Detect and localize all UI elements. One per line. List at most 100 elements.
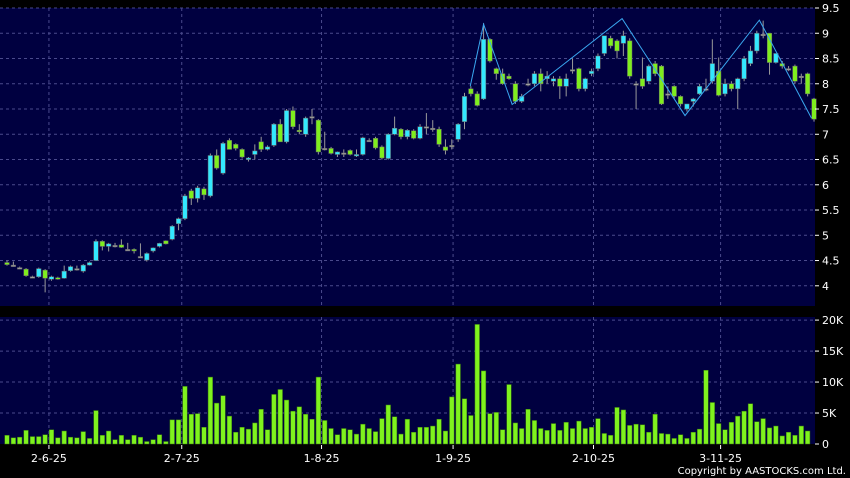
- candle-body: [42, 269, 48, 279]
- volume-bar: [61, 430, 67, 445]
- volume-bar: [798, 425, 804, 445]
- candle-body: [48, 276, 55, 280]
- volume-bar: [315, 376, 321, 445]
- volume-bar: [156, 434, 163, 445]
- volume-bar: [493, 412, 499, 445]
- candle-body: [474, 93, 480, 106]
- volume-tick-label: 15K: [822, 345, 844, 358]
- volume-bar: [322, 420, 328, 445]
- volume-bar: [716, 423, 722, 445]
- candle-body: [722, 83, 728, 95]
- candle-body: [754, 33, 760, 52]
- volume-bar: [684, 438, 690, 445]
- candle-body: [87, 262, 93, 266]
- volume-bar: [277, 389, 283, 445]
- volume-bar: [144, 441, 150, 445]
- candle-body: [455, 123, 461, 140]
- candle-body: [137, 256, 143, 259]
- volume-bar: [792, 435, 798, 445]
- volume-bar: [334, 434, 340, 445]
- price-tick-label: 4: [822, 280, 829, 293]
- time-tick-label: 2-7-25: [164, 452, 200, 465]
- candle-body: [36, 268, 42, 277]
- volume-bar: [80, 431, 86, 445]
- candle-body: [398, 128, 404, 138]
- zigzag-indicator: [469, 17, 812, 119]
- volume-bar: [379, 418, 385, 445]
- volume-bar: [525, 409, 531, 445]
- volume-bar: [309, 418, 315, 445]
- volume-bar: [341, 428, 347, 445]
- time-tick-label: 1-8-25: [304, 452, 340, 465]
- candle-body: [639, 78, 645, 87]
- candle-body: [773, 53, 779, 63]
- candle-body: [766, 33, 773, 63]
- volume-bar: [226, 415, 232, 445]
- volume-bar: [245, 428, 252, 445]
- candle-body: [798, 75, 804, 78]
- candle-body: [582, 78, 588, 90]
- candle-body: [608, 38, 614, 47]
- candle-body: [627, 40, 633, 77]
- candle-body: [182, 195, 188, 219]
- volume-bar: [741, 410, 747, 445]
- volume-bar: [328, 428, 334, 445]
- volume-bar: [512, 422, 518, 445]
- volume-bar: [258, 409, 264, 445]
- volume-bar: [239, 427, 245, 445]
- candle-body: [150, 247, 156, 252]
- candle-body: [334, 151, 340, 155]
- volume-bar: [207, 376, 213, 445]
- volume-tick-label: 0: [822, 438, 829, 451]
- candle-body: [569, 69, 576, 72]
- volume-bar: [487, 413, 493, 445]
- candle-body: [601, 35, 607, 54]
- volume-bar: [176, 419, 182, 445]
- volume-bar: [264, 429, 271, 445]
- volume-bar: [646, 431, 652, 445]
- volume-bar: [163, 441, 169, 445]
- volume-bar: [461, 398, 468, 445]
- candle-body: [239, 149, 245, 158]
- candle-body: [550, 78, 557, 82]
- candle-body: [487, 39, 493, 62]
- candle-body: [118, 244, 124, 248]
- candle-body: [697, 86, 703, 95]
- volume-bar: [106, 430, 112, 445]
- candle-body: [461, 96, 468, 122]
- price-tick-label: 7: [822, 128, 829, 141]
- candlestick-series: [4, 20, 817, 293]
- volume-bar: [131, 435, 137, 445]
- candle-body: [373, 138, 379, 149]
- candle-body: [315, 119, 321, 153]
- volume-bar: [252, 422, 258, 445]
- volume-bar: [366, 428, 372, 445]
- volume-bar: [760, 418, 766, 445]
- candle-body: [112, 245, 118, 248]
- candle-body: [760, 34, 766, 37]
- volume-bar: [601, 433, 607, 445]
- volume-bar: [665, 433, 671, 445]
- volume-bar: [284, 399, 290, 445]
- candle-body: [93, 241, 99, 261]
- candle-body: [4, 262, 10, 265]
- candle-body: [74, 268, 80, 271]
- candle-body: [303, 117, 309, 135]
- volume-bar: [722, 429, 728, 445]
- candle-body: [309, 116, 315, 119]
- candle-body: [678, 96, 684, 105]
- candle-body: [61, 270, 67, 279]
- volume-bar: [728, 422, 734, 445]
- candle-body: [411, 130, 417, 139]
- volume-bar: [563, 422, 569, 445]
- candle-body: [423, 126, 429, 129]
- price-tick-label: 5: [822, 229, 829, 242]
- candle-body: [284, 110, 290, 143]
- volume-bar: [500, 429, 506, 445]
- candle-body: [214, 155, 220, 169]
- candle-body: [353, 154, 360, 157]
- candle-body: [322, 148, 328, 151]
- candle-body: [525, 83, 531, 86]
- candle-body: [55, 277, 61, 280]
- time-tick-label: 2-10-25: [572, 452, 615, 465]
